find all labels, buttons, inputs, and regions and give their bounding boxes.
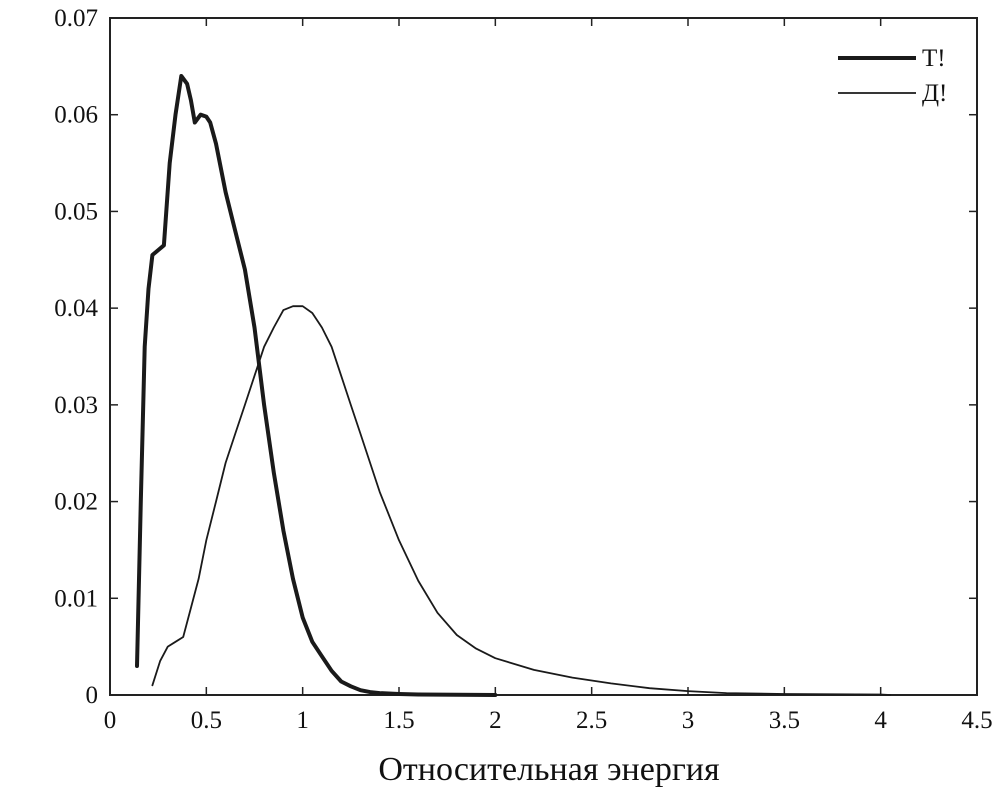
y-tick-label: 0.03: [54, 392, 98, 419]
x-tick-label: 2.5: [576, 707, 607, 734]
x-tick-label: 1.5: [383, 707, 414, 734]
y-tick-label: 0.04: [54, 295, 98, 322]
x-tick-label: 0.5: [191, 707, 222, 734]
legend-label-2: Д!: [922, 80, 947, 107]
series-layer: [135, 74, 892, 697]
y-tick-label: 0: [86, 682, 99, 709]
y-tick-label: 0.02: [54, 489, 98, 516]
y-tick-label: 0.06: [54, 102, 98, 129]
x-tick-label: 0: [104, 707, 117, 734]
x-tick-label: 4: [874, 707, 887, 734]
y-tick-label: 0.05: [54, 198, 98, 225]
y-tick-label: 0.07: [54, 5, 98, 32]
x-axis-title: Относительная энергия: [378, 751, 720, 788]
y-tick-label: 0.01: [54, 585, 98, 612]
x-tick-label: 4.5: [961, 707, 992, 734]
x-tick-label: 2: [489, 707, 502, 734]
plot-area-frame: [109, 17, 978, 696]
series-line-1: [135, 74, 498, 697]
x-tick-label: 3: [682, 707, 695, 734]
x-tick-label: 3.5: [769, 707, 800, 734]
series-line-2: [151, 305, 892, 696]
legend-label-1: Т!: [922, 45, 946, 72]
y-axis: 0 0.01 0.02 0.03 0.04 0.05 0.06 0.07: [54, 5, 977, 709]
x-tick-label: 1: [296, 707, 309, 734]
legend: Т! Д!: [838, 45, 947, 107]
x-axis: 0 0.5 1 1.5 2 2.5 3 3.5 4 4.5: [104, 18, 993, 734]
